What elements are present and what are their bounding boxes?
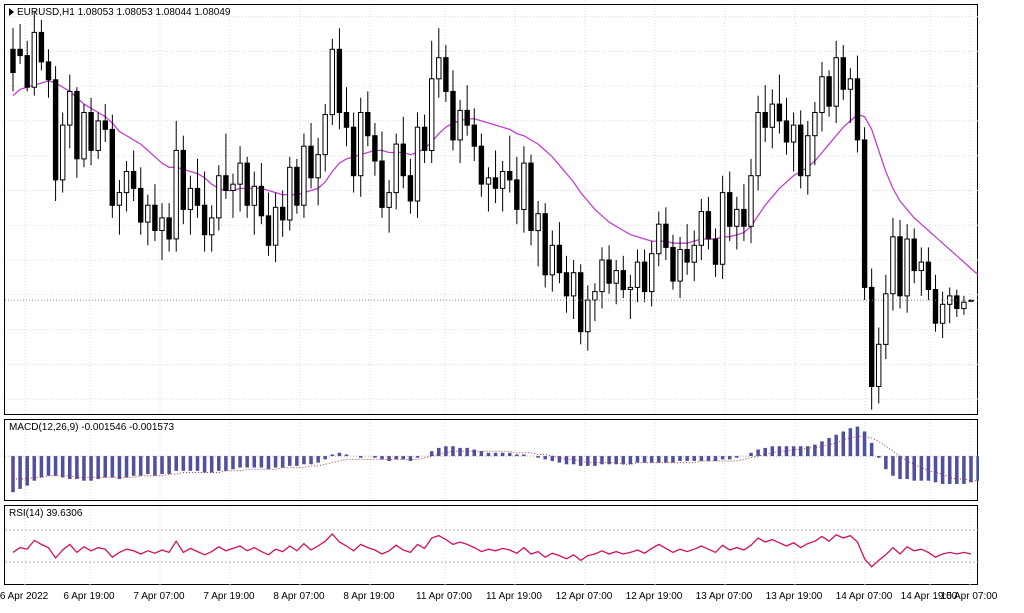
rsi-panel[interactable]: RSI(14) 39.6306 (4, 505, 978, 585)
rsi-svg (5, 506, 979, 586)
symbol-info-label: EURUSD,H1 1.08053 1.08053 1.08044 1.0804… (9, 7, 231, 18)
macd-yaxis: 0.0019330.00-0.002468 (978, 419, 1024, 501)
time-xaxis: 6 Apr 20226 Apr 19:007 Apr 07:007 Apr 19… (4, 589, 978, 607)
price-chart-svg (5, 5, 979, 416)
rsi-info-label: RSI(14) 39.6306 (9, 508, 82, 519)
rsi-yaxis: 10070300 (978, 505, 1024, 585)
macd-panel[interactable]: MACD(12,26,9) -0.001546 -0.001573 (4, 419, 978, 501)
symbol-info-text: EURUSD,H1 1.08053 1.08053 1.08044 1.0804… (17, 7, 231, 18)
expand-icon (9, 8, 14, 16)
price-yaxis: 1.093951.092301.090651.089001.087351.085… (978, 4, 1024, 415)
price-chart-panel[interactable]: EURUSD,H1 1.08053 1.08053 1.08044 1.0804… (4, 4, 978, 415)
macd-info-label: MACD(12,26,9) -0.001546 -0.001573 (9, 422, 174, 433)
